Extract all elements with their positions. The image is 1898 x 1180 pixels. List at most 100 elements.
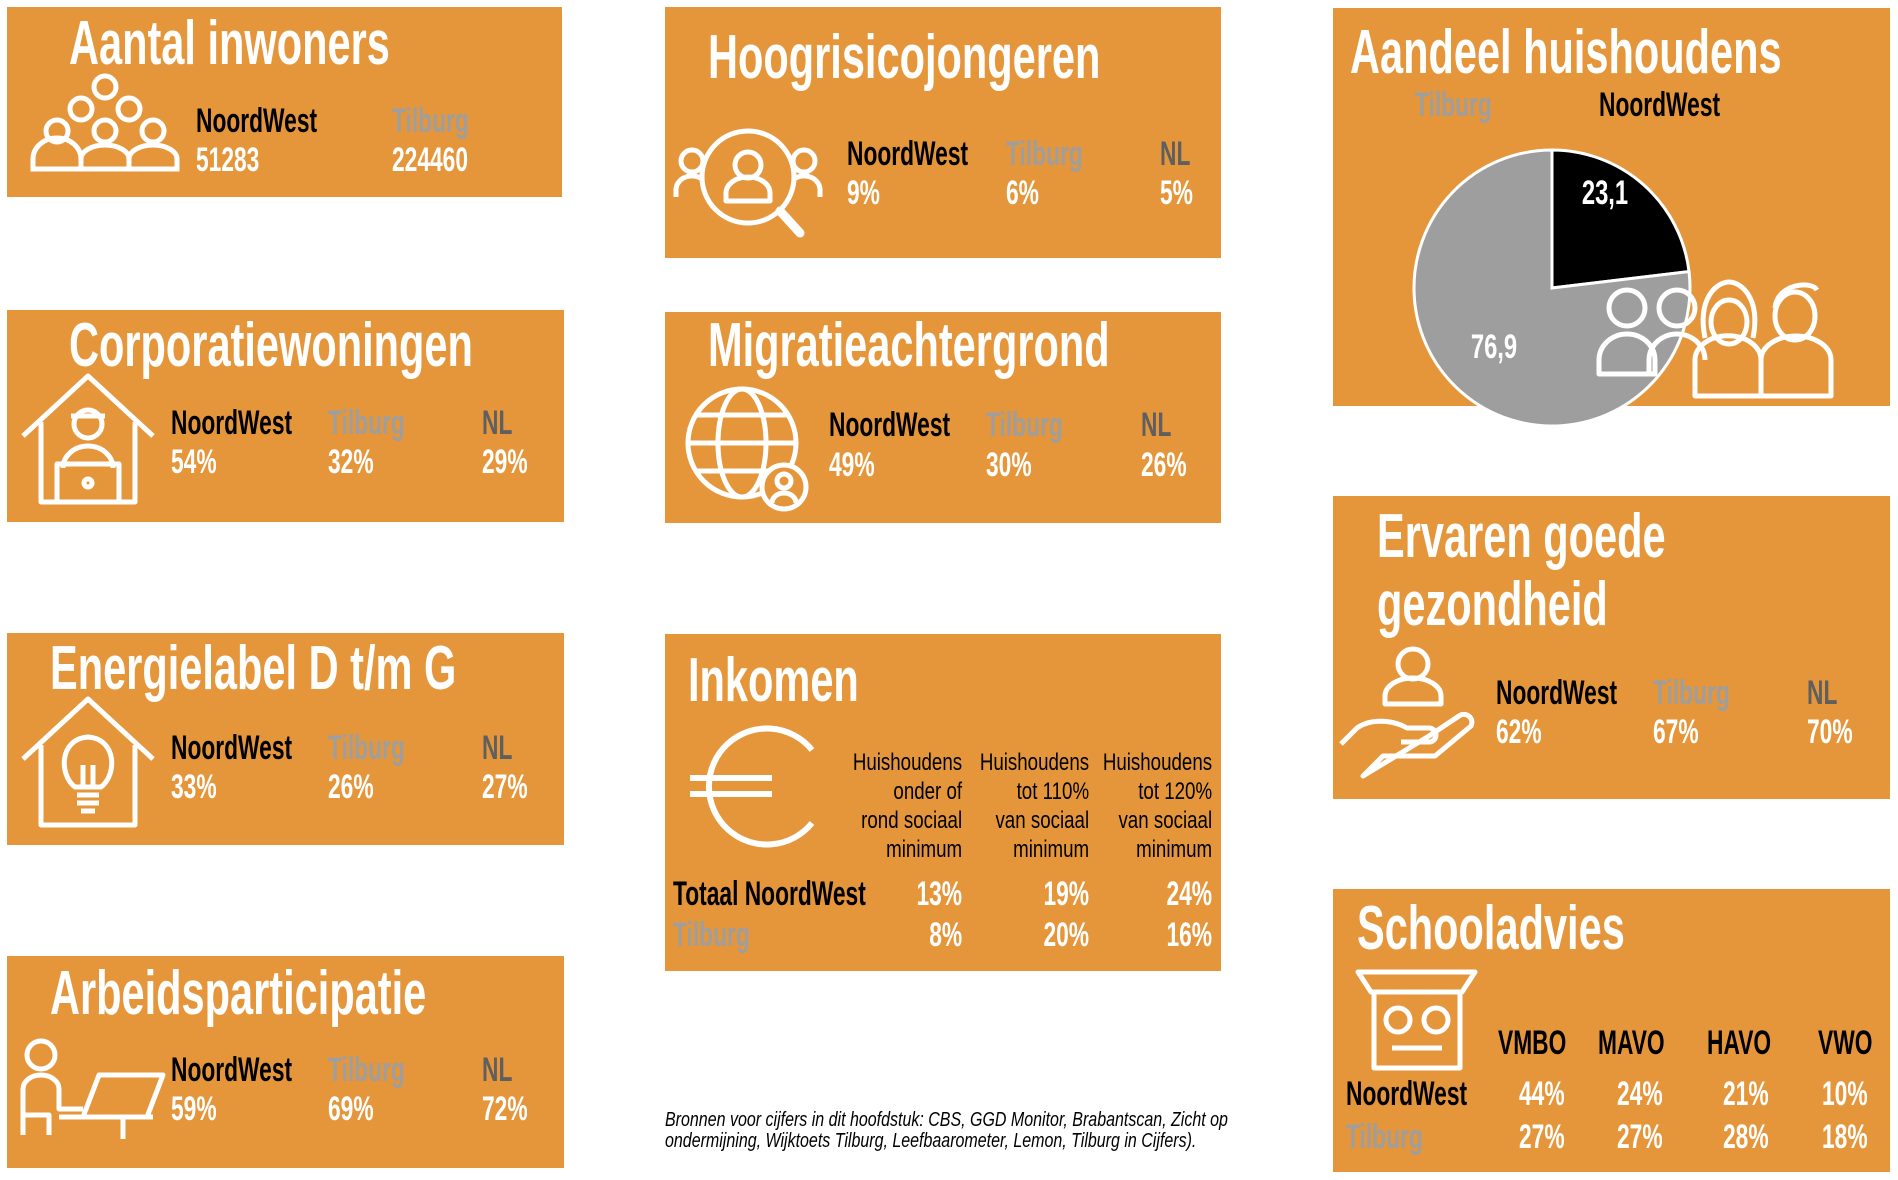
nl-value: 70% <box>1807 713 1853 751</box>
row-label-noordwest: NoordWest <box>1346 1075 1468 1113</box>
card-title: Arbeidsparticipatie <box>50 959 427 1028</box>
house-person-laptop-icon <box>19 372 157 506</box>
income-value: 16% <box>1166 916 1212 954</box>
card-title: Aantal inwoners <box>69 9 390 78</box>
card-title: Energielabel D t/m G <box>50 634 457 703</box>
header-line: tot 120% <box>1138 778 1212 805</box>
header-line: Huishoudens <box>979 749 1089 776</box>
card-title: Hoogrisicojongeren <box>708 23 1101 92</box>
globe-person-icon <box>684 385 809 512</box>
card-title-line2: gezondheid <box>1377 570 1608 639</box>
header-line: Huishoudens <box>1102 749 1212 776</box>
header-vmbo: VMBO <box>1498 1024 1567 1062</box>
header-line: minimum <box>1013 836 1089 863</box>
noordwest-value: 62% <box>1496 713 1542 751</box>
nl-value: 72% <box>482 1090 528 1128</box>
noordwest-value: 49% <box>829 446 875 484</box>
tilburg-label: Tilburg <box>986 406 1063 444</box>
nl-label: NL <box>482 1051 513 1089</box>
header-line: minimum <box>886 836 962 863</box>
row-label-tilburg: Tilburg <box>673 916 750 954</box>
nl-label: NL <box>482 404 513 442</box>
pie-label-noordwest: 23,1 <box>1582 174 1628 212</box>
income-value: 20% <box>1043 916 1089 954</box>
tilburg-value: 32% <box>328 443 374 481</box>
card-title-line1: Ervaren goede <box>1377 502 1666 571</box>
tilburg-value: 30% <box>986 446 1032 484</box>
income-header-3: Huishoudens tot 120% van sociaal minimum <box>1103 748 1212 864</box>
tilburg-label: Tilburg <box>1006 135 1083 173</box>
card-migratieachtergrond: Migratieachtergrond NoordWest Tilburg NL… <box>665 312 1221 523</box>
tilburg-label: Tilburg <box>328 404 405 442</box>
pie-chart: 23,1 76,9 <box>1412 148 1692 428</box>
card-energielabel: Energielabel D t/m G NoordWest Tilburg N… <box>7 633 564 845</box>
card-arbeidsparticipatie: Arbeidsparticipatie NoordWest Tilburg NL… <box>7 956 564 1168</box>
school-value: 27% <box>1519 1118 1565 1156</box>
euro-icon <box>688 725 815 848</box>
noordwest-label: NoordWest <box>829 406 951 444</box>
noordwest-label: NoordWest <box>847 135 969 173</box>
header-line: onder of <box>893 778 962 805</box>
income-value: 13% <box>916 875 962 913</box>
school-value: 18% <box>1822 1118 1868 1156</box>
legend-tilburg: Tilburg <box>1415 86 1492 124</box>
school-value: 28% <box>1723 1118 1769 1156</box>
card-corporatiewoningen: Corporatiewoningen NoordWest Tilburg NL … <box>7 310 564 522</box>
nl-label: NL <box>482 729 513 767</box>
school-value: 24% <box>1617 1075 1663 1113</box>
header-line: tot 110% <box>1016 778 1089 805</box>
nl-value: 26% <box>1141 446 1187 484</box>
card-title: Corporatiewoningen <box>69 311 473 380</box>
noordwest-label: NoordWest <box>196 102 318 140</box>
income-value: 24% <box>1166 875 1212 913</box>
header-line: van sociaal <box>995 807 1089 834</box>
income-value: 8% <box>929 916 962 954</box>
income-header-2: Huishoudens tot 110% van sociaal minimum <box>980 748 1089 864</box>
tilburg-value: 6% <box>1006 174 1039 212</box>
tilburg-label: Tilburg <box>392 102 469 140</box>
card-title: Aandeel huishoudens <box>1350 18 1782 87</box>
row-label-noordwest: Totaal NoordWest <box>673 875 866 913</box>
income-header-1: Huishoudens onder of rond sociaal minimum <box>853 748 962 864</box>
hand-person-icon <box>1337 646 1477 780</box>
header-line: rond sociaal <box>861 807 962 834</box>
tilburg-value: 224460 <box>392 141 469 179</box>
nl-label: NL <box>1141 406 1172 444</box>
card-aandeel-huishoudens: Aandeel huishoudens Tilburg NoordWest 23… <box>1333 8 1890 428</box>
noordwest-label: NoordWest <box>1496 674 1618 712</box>
school-value: 10% <box>1822 1075 1868 1113</box>
scale-icon <box>1355 968 1478 1071</box>
nl-label: NL <box>1160 135 1191 173</box>
noordwest-value: 59% <box>171 1090 217 1128</box>
header-line: Huishoudens <box>852 749 962 776</box>
card-aantal-inwoners: Aantal inwoners NoordWest Tilburg 51283 … <box>7 7 562 197</box>
card-schooladvies: Schooladvies VMBO MAVO HAVO VWO NoordWes… <box>1333 889 1890 1172</box>
magnifier-person-icon <box>672 127 824 242</box>
tilburg-label: Tilburg <box>328 729 405 767</box>
school-value: 27% <box>1617 1118 1663 1156</box>
card-inkomen: Inkomen Huishoudens onder of rond sociaal m… <box>665 634 1221 971</box>
sources-note: Bronnen voor cijfers in dit hoofdstuk: C… <box>665 1109 1228 1152</box>
nl-value: 29% <box>482 443 528 481</box>
noordwest-label: NoordWest <box>171 1051 293 1089</box>
card-title: Schooladvies <box>1357 894 1625 963</box>
header-vwo: VWO <box>1818 1024 1873 1062</box>
tilburg-label: Tilburg <box>1653 674 1730 712</box>
nl-value: 27% <box>482 768 528 806</box>
nl-label: NL <box>1807 674 1838 712</box>
person-at-desk-icon <box>19 1038 166 1141</box>
tilburg-value: 67% <box>1653 713 1699 751</box>
pie-slice-noordwest <box>1550 148 1691 290</box>
tilburg-value: 69% <box>328 1090 374 1128</box>
card-hoogrisicojongeren: Hoogrisicojongeren NoordWest Tilburg NL … <box>665 7 1221 258</box>
noordwest-value: 9% <box>847 174 880 212</box>
legend-noordwest: NoordWest <box>1599 86 1721 124</box>
income-value: 19% <box>1043 875 1089 913</box>
card-title: Inkomen <box>688 646 859 715</box>
nl-value: 5% <box>1160 174 1193 212</box>
family-icon <box>1596 278 1835 399</box>
tilburg-value: 26% <box>328 768 374 806</box>
header-line: van sociaal <box>1118 807 1212 834</box>
pie-label-tilburg: 76,9 <box>1471 328 1517 366</box>
noordwest-label: NoordWest <box>171 404 293 442</box>
